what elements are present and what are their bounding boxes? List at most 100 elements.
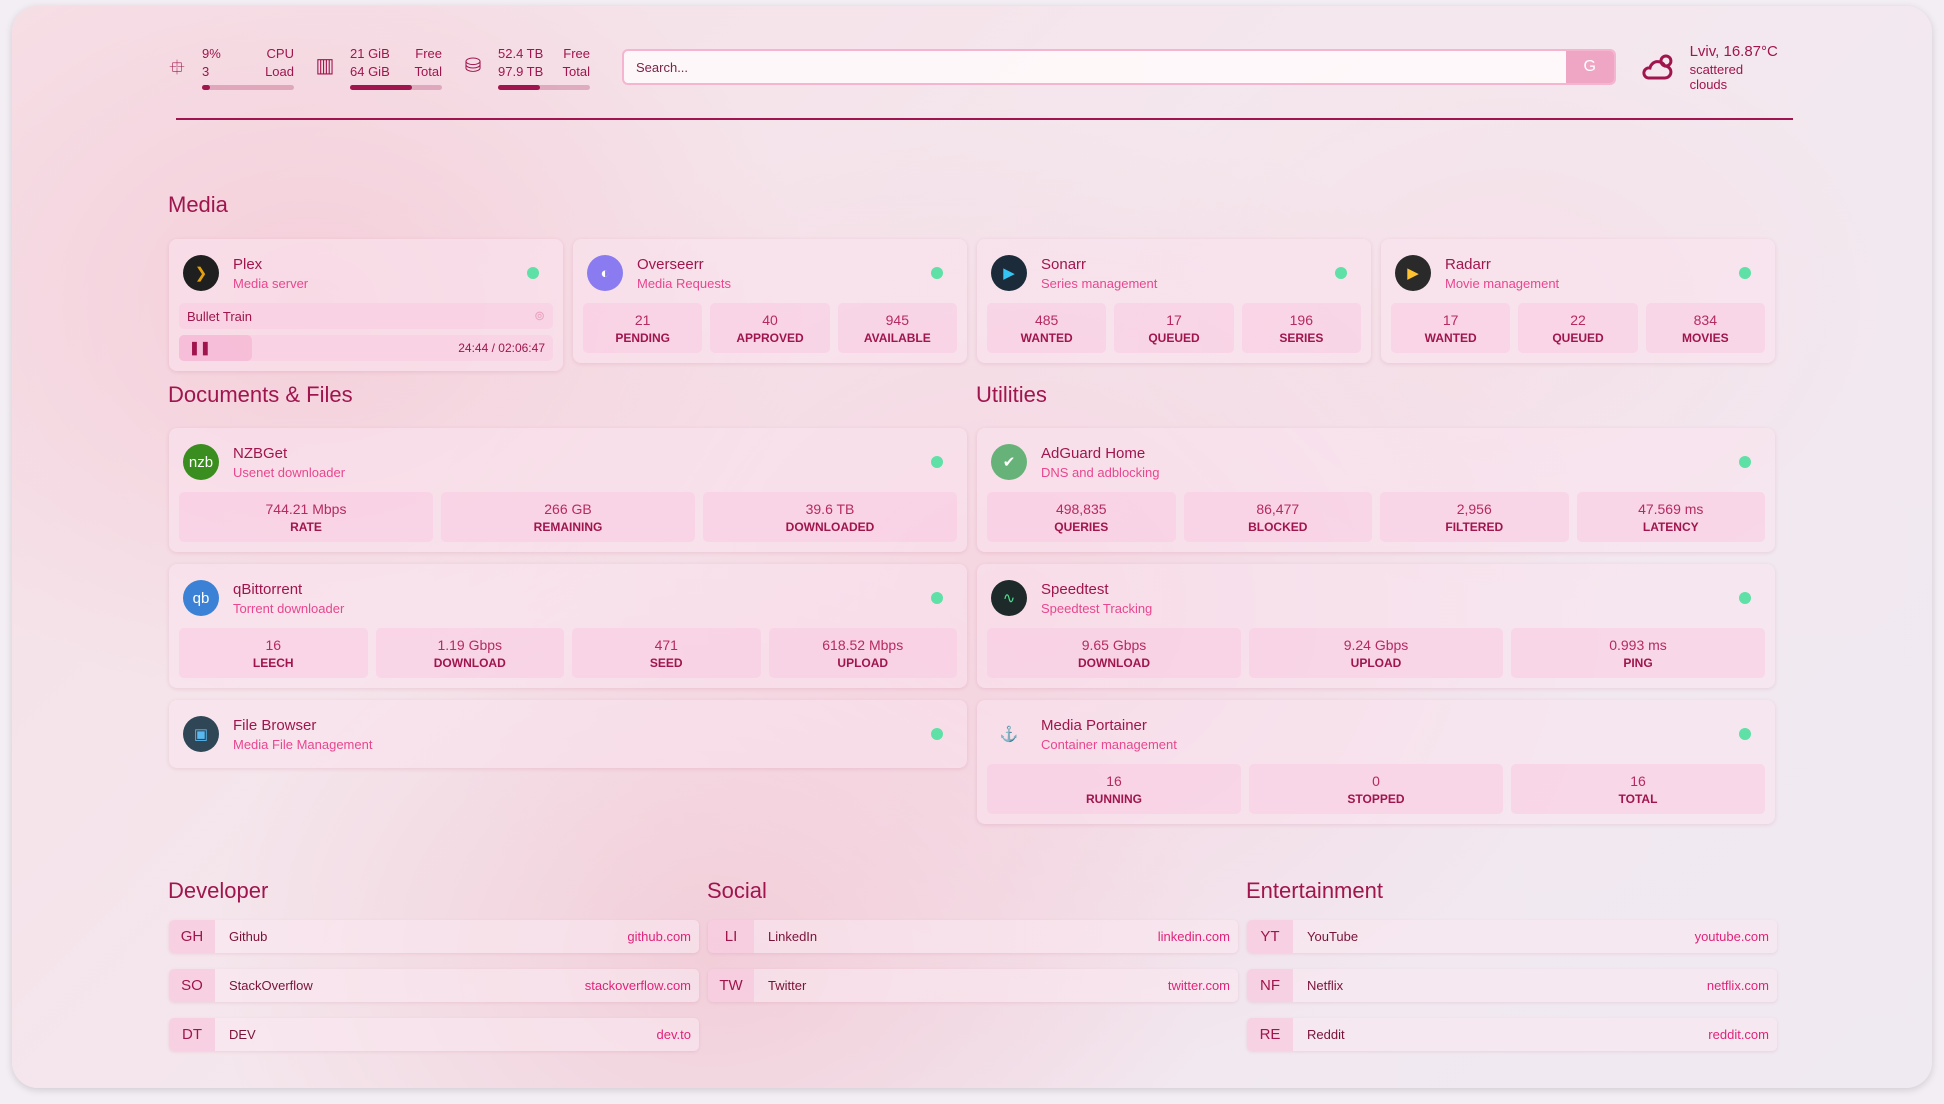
stat-label: QUERIES	[1054, 519, 1109, 534]
link-abbreviation: RE	[1247, 1018, 1293, 1051]
header-divider	[176, 118, 1793, 120]
resource-label: Free	[415, 45, 442, 61]
stat-ping: 0.993 ms PING	[1511, 628, 1765, 678]
weather-location-temp: Lviv, 16.87°C	[1689, 42, 1778, 60]
status-indicator	[931, 592, 943, 604]
service-card-file-browser[interactable]: ▣ File Browser Media File Management	[169, 700, 967, 768]
stat-leech: 16 LEECH	[179, 628, 368, 678]
service-description: Container management	[1041, 736, 1177, 752]
service-card-plex[interactable]: ❯ Plex Media server Bullet Train ⊚ ❚❚ 24:44…	[169, 239, 563, 371]
stat-upload: 618.52 Mbps UPLOAD	[768, 628, 957, 678]
stat-download: 9.65 Gbps DOWNLOAD	[987, 628, 1241, 678]
link-youtube[interactable]: YT YouTube youtube.com	[1247, 920, 1777, 953]
stat-download: 1.19 Gbps DOWNLOAD	[375, 628, 564, 678]
status-indicator	[931, 728, 943, 740]
search-input[interactable]	[624, 51, 1566, 83]
playback-progress	[179, 335, 252, 361]
stat-label: QUEUED	[1552, 330, 1604, 345]
pause-icon[interactable]: ❚❚	[189, 340, 211, 355]
search-provider-button[interactable]: G	[1565, 51, 1614, 83]
resource-label: Free	[563, 45, 590, 61]
link-name: DEV	[229, 1027, 256, 1042]
service-description: Series management	[1041, 275, 1158, 291]
resource-value: 52.4 TB	[498, 45, 544, 61]
stat-label: STOPPED	[1347, 791, 1405, 806]
link-abbreviation: LI	[708, 920, 754, 953]
resource-label: Total	[414, 63, 442, 79]
link-name: Github	[229, 929, 268, 944]
service-card-speedtest[interactable]: ∿ Speedtest Speedtest Tracking 9.65 Gbps D…	[977, 564, 1775, 688]
link-twitter[interactable]: TW Twitter twitter.com	[708, 969, 1238, 1002]
resource-usage-bar	[498, 84, 590, 90]
stat-wanted: 485 WANTED	[987, 303, 1107, 353]
service-description: Media File Management	[233, 736, 373, 752]
stat-value: 744.21 Mbps	[265, 500, 347, 517]
stat-label: DOWNLOAD	[433, 655, 506, 670]
link-name: YouTube	[1307, 929, 1359, 944]
stat-total: 16 TOTAL	[1511, 764, 1765, 814]
link-abbreviation: SO	[169, 969, 215, 1002]
stat-label: SEED	[649, 655, 683, 670]
stat-label: WANTED	[1020, 330, 1073, 345]
status-indicator	[1335, 267, 1347, 279]
status-indicator	[931, 267, 943, 279]
stat-seed: 471 SEED	[572, 628, 761, 678]
stat-value: 40	[762, 311, 778, 328]
stat-series: 196 SERIES	[1241, 303, 1361, 353]
stat-label: BLOCKED	[1248, 519, 1308, 534]
service-card-adguard-home[interactable]: ✔ AdGuard Home DNS and adblocking 498,835…	[977, 428, 1775, 552]
stat-value: 266 GB	[544, 500, 592, 517]
section-title-entertainment: Entertainment	[1246, 878, 1383, 903]
stat-label: PING	[1623, 655, 1653, 670]
stat-label: AVAILABLE	[863, 330, 931, 345]
stat-value: 47.569 ms	[1638, 500, 1704, 517]
link-reddit[interactable]: RE Reddit reddit.com	[1247, 1018, 1777, 1051]
stat-value: 9.65 Gbps	[1081, 636, 1147, 653]
now-playing-title: Bullet Train	[187, 308, 253, 324]
stat-value: 2,956	[1456, 500, 1492, 517]
link-stackoverflow[interactable]: SO StackOverflow stackoverflow.com	[169, 969, 699, 1002]
section-title-utilities: Utilities	[976, 382, 1047, 407]
resource-value: 3	[202, 63, 210, 79]
stat-label: LEECH	[252, 655, 294, 670]
stat-value: 22	[1570, 311, 1586, 328]
link-abbreviation: GH	[169, 920, 215, 953]
resource-1: ▥ 21 GiB Free 64 GiB Total	[312, 45, 442, 90]
stat-value: 16	[265, 636, 282, 653]
stat-value: 21	[634, 311, 651, 328]
now-playing: Bullet Train ⊚	[179, 303, 553, 329]
service-card-nzbget[interactable]: nzb NZBGet Usenet downloader 744.21 Mbps R…	[169, 428, 967, 552]
link-abbreviation: YT	[1247, 920, 1293, 953]
stream-icon: ⊚	[534, 308, 545, 323]
service-card-sonarr[interactable]: ▶ Sonarr Series management 485 WANTED 17 QUE…	[977, 239, 1371, 363]
link-linkedin[interactable]: LI LinkedIn linkedin.com	[708, 920, 1238, 953]
section-title-social: Social	[707, 878, 767, 903]
link-url: linkedin.com	[1157, 929, 1230, 944]
link-netflix[interactable]: NF Netflix netflix.com	[1247, 969, 1777, 1002]
developer-links: GH Github github.com SO StackOverflow stackov…	[169, 920, 699, 1067]
link-github[interactable]: GH Github github.com	[169, 920, 699, 953]
nzbget-logo-icon: nzb	[183, 444, 219, 480]
stat-label: WANTED	[1424, 330, 1477, 345]
link-dev[interactable]: DT DEV dev.to	[169, 1018, 699, 1051]
stat-queries: 498,835 QUERIES	[987, 492, 1176, 542]
stat-value: 0.993 ms	[1609, 636, 1667, 653]
link-abbreviation: TW	[708, 969, 754, 1002]
stat-movies: 834 MOVIES	[1645, 303, 1765, 353]
status-indicator	[1739, 267, 1751, 279]
stat-value: 196	[1289, 311, 1313, 328]
stat-latency: 47.569 ms LATENCY	[1576, 492, 1765, 542]
service-description: Usenet downloader	[233, 464, 346, 480]
resource-value: 9%	[202, 45, 221, 61]
service-card-radarr[interactable]: ▶ Radarr Movie management 17 WANTED 22 QUEUE…	[1381, 239, 1775, 363]
stat-value: 471	[654, 636, 678, 653]
service-name: Speedtest	[1041, 580, 1109, 598]
weather-condition: scattered clouds	[1689, 61, 1744, 92]
stat-label: RUNNING	[1086, 791, 1142, 806]
service-card-overseerr[interactable]: ◐ Overseerr Media Requests 21 PENDING 40 APP…	[573, 239, 967, 363]
stat-label: UPLOAD	[837, 655, 889, 670]
stat-value: 39.6 TB	[805, 500, 855, 517]
service-card-qbittorrent[interactable]: qb qBittorrent Torrent downloader 16 LEECH…	[169, 564, 967, 688]
service-card-media-portainer[interactable]: ⚓ Media Portainer Container management 16…	[977, 700, 1775, 824]
sonarr-logo-icon: ▶	[991, 255, 1027, 291]
